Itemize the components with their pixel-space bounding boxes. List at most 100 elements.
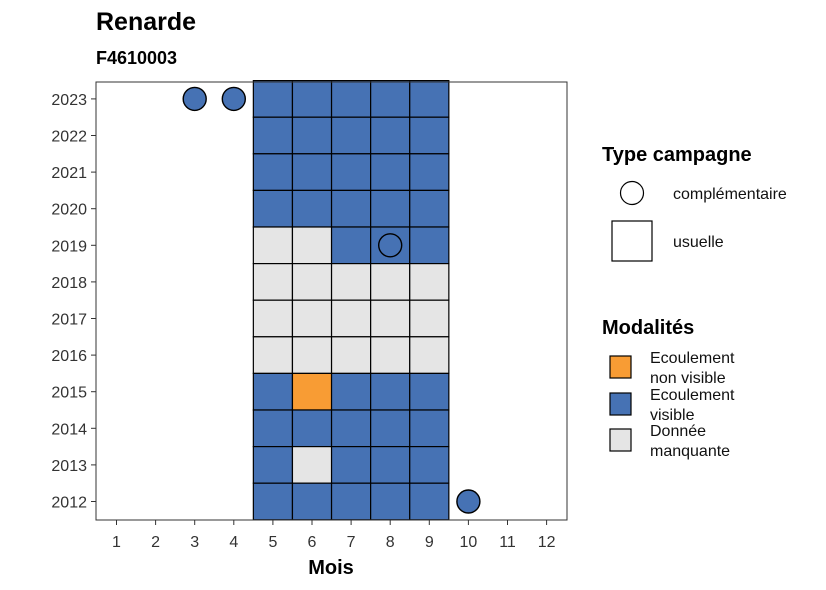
tile (252, 482, 294, 521)
y-tick-label: 2017 (51, 312, 87, 329)
tile (370, 263, 411, 301)
x-tick-label: 11 (499, 534, 516, 551)
x-tick-label: 8 (386, 534, 395, 551)
tile (370, 482, 411, 521)
y-tick-label: 2015 (51, 385, 87, 402)
chart-title: Renarde (96, 8, 196, 36)
tile (409, 79, 450, 118)
x-tick-label: 10 (460, 534, 478, 551)
tile (409, 116, 450, 155)
points-layer (182, 86, 481, 514)
tile (291, 336, 333, 374)
y-tick-label: 2022 (51, 129, 87, 146)
tile (370, 372, 411, 411)
tile (409, 263, 450, 301)
point (378, 233, 403, 258)
tile (291, 189, 333, 228)
legend-label-line1: Donnée (650, 423, 706, 440)
plot-panel-border (95, 81, 568, 521)
legend-key-circle (619, 180, 645, 206)
x-tick-label: 6 (308, 534, 317, 551)
x-tick-label: 4 (229, 534, 238, 551)
tile (409, 446, 450, 484)
x-tick-label: 5 (268, 534, 277, 551)
tile (291, 482, 333, 521)
tile (409, 299, 450, 338)
y-tick-label: 2019 (51, 238, 87, 255)
legend-label-line1: Ecoulement (650, 387, 735, 404)
tile (330, 482, 372, 521)
legend-label-line2: manquante (650, 443, 730, 460)
y-tick-label: 2021 (51, 165, 87, 182)
x-tick-label: 2 (151, 534, 160, 551)
tile (409, 482, 450, 521)
tile (330, 226, 372, 265)
tile (291, 372, 333, 411)
legend-key-fill (609, 392, 632, 416)
tile (330, 189, 372, 228)
tile (291, 409, 333, 448)
tile (252, 446, 294, 484)
x-tick-label: 12 (538, 534, 556, 551)
tile (370, 153, 411, 192)
tile (330, 299, 372, 338)
tile (252, 336, 294, 374)
tile (252, 372, 294, 411)
tile (370, 336, 411, 374)
tile (252, 409, 294, 448)
x-axis: 1 2 3 4 5 6 7 8 9 10 11 12 (112, 520, 556, 551)
point (456, 489, 481, 514)
tile (252, 153, 294, 192)
tile (252, 299, 294, 338)
tile (291, 263, 333, 301)
tile (252, 189, 294, 228)
tile (330, 153, 372, 192)
tile (291, 226, 333, 265)
y-tick-label: 2013 (51, 458, 87, 475)
legend-title: Type campagne (602, 144, 752, 166)
tile (291, 79, 333, 118)
legend-key-fill (609, 428, 632, 452)
x-tick-label: 1 (112, 534, 121, 551)
legend-title: Modalités (602, 317, 694, 339)
tile (252, 226, 294, 265)
tile (409, 336, 450, 374)
tile (409, 189, 450, 228)
x-tick-label: 7 (347, 534, 356, 551)
tile (409, 372, 450, 411)
x-tick-label: 3 (190, 534, 199, 551)
tile (330, 409, 372, 448)
x-tick-label: 9 (425, 534, 434, 551)
point (182, 86, 207, 112)
y-axis: 2012 2013 2014 2015 2016 2017 2018 2019 2020 2021… (51, 92, 96, 512)
tile (252, 116, 294, 155)
tile (291, 446, 333, 484)
legend-label-line2: visible (650, 407, 695, 424)
tile (370, 409, 411, 448)
y-tick-label: 2020 (51, 202, 87, 219)
legend-label: usuelle (673, 234, 724, 251)
tile (409, 226, 450, 265)
tile (330, 446, 372, 484)
tile (252, 263, 294, 301)
tile (330, 263, 372, 301)
chart-subtitle: F4610003 (96, 48, 177, 68)
y-tick-label: 2023 (51, 92, 87, 109)
tiles-layer (252, 79, 450, 521)
legend-key-square (611, 220, 653, 262)
tile (291, 153, 333, 192)
tile (252, 79, 294, 118)
legend-type-campagne: Type campagne complémentaire usuelle (602, 144, 787, 262)
tile (370, 79, 411, 118)
tile (291, 116, 333, 155)
point (221, 86, 247, 112)
tile (330, 372, 372, 411)
legend-label-line1: Ecoulement (650, 350, 735, 367)
legend-label: complémentaire (673, 186, 787, 203)
tile (330, 116, 372, 155)
tile (409, 409, 450, 448)
tile (409, 153, 450, 192)
y-tick-label: 2018 (51, 275, 87, 292)
